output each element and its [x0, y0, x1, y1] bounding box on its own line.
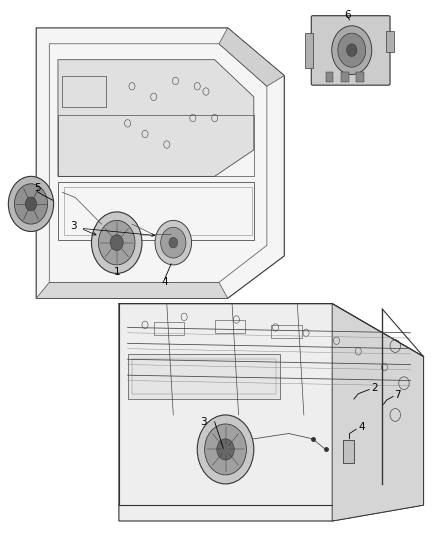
Bar — [132, 359, 276, 394]
Text: 4: 4 — [358, 422, 365, 432]
Bar — [154, 322, 184, 335]
FancyBboxPatch shape — [311, 15, 390, 85]
Polygon shape — [219, 28, 284, 86]
Circle shape — [8, 176, 53, 231]
Circle shape — [217, 439, 234, 460]
Bar — [62, 76, 106, 108]
Circle shape — [99, 220, 135, 265]
Circle shape — [92, 212, 142, 273]
Bar — [325, 72, 333, 82]
Circle shape — [346, 44, 357, 56]
Bar — [64, 187, 252, 235]
Circle shape — [338, 33, 366, 67]
Text: 6: 6 — [344, 10, 351, 20]
Circle shape — [155, 220, 191, 265]
Text: 3: 3 — [70, 221, 77, 231]
Circle shape — [14, 184, 47, 224]
Bar — [341, 72, 349, 82]
Polygon shape — [58, 60, 254, 176]
Polygon shape — [36, 28, 284, 298]
Circle shape — [169, 237, 178, 248]
Bar — [58, 182, 254, 240]
Bar — [356, 72, 364, 82]
Bar — [386, 30, 393, 52]
Bar — [343, 440, 354, 463]
Text: 1: 1 — [113, 267, 120, 277]
Bar — [271, 325, 302, 338]
Bar — [215, 319, 245, 333]
Circle shape — [205, 424, 247, 475]
Bar — [127, 354, 280, 399]
Circle shape — [25, 197, 37, 211]
Polygon shape — [36, 282, 228, 298]
Bar — [305, 33, 314, 68]
Polygon shape — [332, 304, 424, 521]
Text: 4: 4 — [161, 277, 168, 287]
Text: 7: 7 — [394, 390, 401, 400]
Circle shape — [197, 415, 254, 484]
Circle shape — [332, 26, 372, 75]
Text: 2: 2 — [371, 383, 378, 393]
Bar — [58, 115, 254, 176]
Circle shape — [110, 235, 123, 251]
Polygon shape — [119, 304, 424, 521]
Circle shape — [161, 227, 186, 258]
Text: 5: 5 — [34, 183, 41, 193]
Text: 3: 3 — [201, 417, 207, 427]
